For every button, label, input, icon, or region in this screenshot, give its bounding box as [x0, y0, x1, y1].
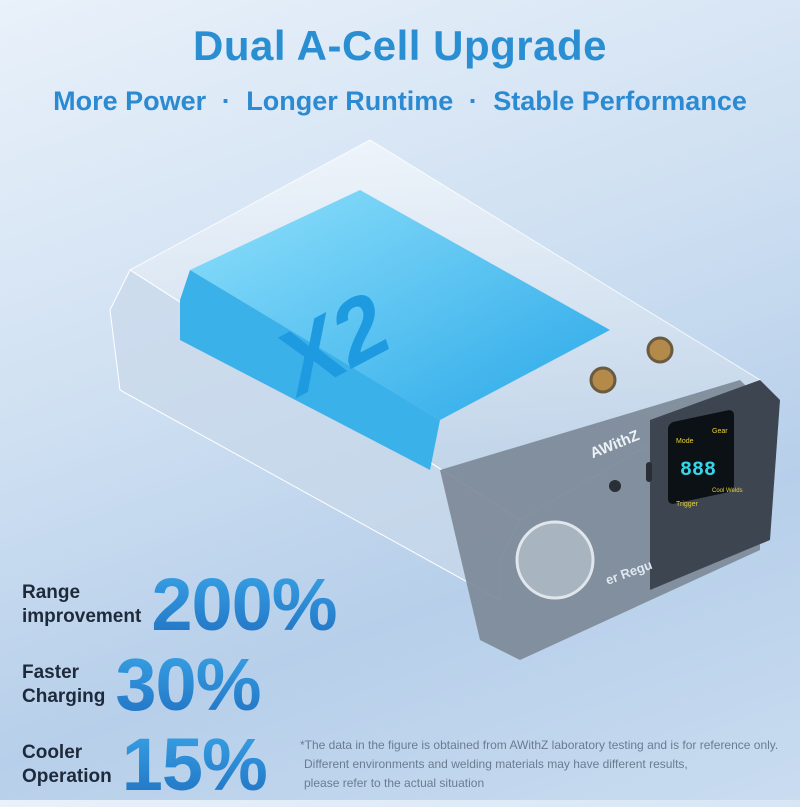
- stat-label: Operation: [22, 765, 112, 787]
- feature-power: More Power: [53, 86, 207, 116]
- display-trigger: Trigger: [676, 501, 699, 508]
- stat-charging: Faster Charging 30%: [22, 642, 262, 727]
- audio-jack: [609, 480, 621, 492]
- stat-cooling: Cooler Operation 15%: [22, 722, 268, 807]
- display-gear: Gear: [712, 428, 728, 435]
- stat-value: 200%: [151, 563, 337, 646]
- footnote: *The data in the figure is obtained from…: [300, 736, 800, 793]
- display-digits: 888: [680, 459, 716, 482]
- display-screen: [668, 410, 734, 504]
- page-title: Dual A-Cell Upgrade: [193, 22, 607, 69]
- stat-label: Charging: [22, 685, 106, 707]
- stat-value: 15%: [121, 723, 268, 806]
- power-port-1: [589, 366, 617, 394]
- usb-c-port: [646, 462, 652, 482]
- battery-cell-top: [190, 190, 610, 420]
- footnote-line: Different environments and welding mater…: [304, 757, 688, 771]
- stat-label: Faster: [22, 661, 80, 683]
- stat-label: improvement: [22, 605, 142, 627]
- separator: ·: [468, 86, 478, 116]
- feature-subtitle: More Power · Longer Runtime · Stable Per…: [0, 86, 800, 117]
- battery-cell-side: [180, 270, 440, 470]
- feature-performance: Stable Performance: [493, 86, 747, 116]
- display-mode: Mode: [676, 438, 694, 445]
- stat-value: 30%: [115, 643, 261, 726]
- stat-label: Range: [22, 581, 81, 603]
- display-cool: Cool Welds: [712, 488, 743, 494]
- footnote-line: please refer to the actual situation: [304, 776, 485, 790]
- stat-range: Range improvement 200%: [22, 562, 338, 647]
- feature-runtime: Longer Runtime: [246, 86, 454, 116]
- footnote-line: *The data in the figure is obtained from…: [300, 738, 779, 752]
- power-port-2: [646, 336, 674, 364]
- separator: ·: [221, 86, 231, 116]
- stat-label: Cooler: [22, 741, 83, 763]
- control-knob: [515, 520, 595, 600]
